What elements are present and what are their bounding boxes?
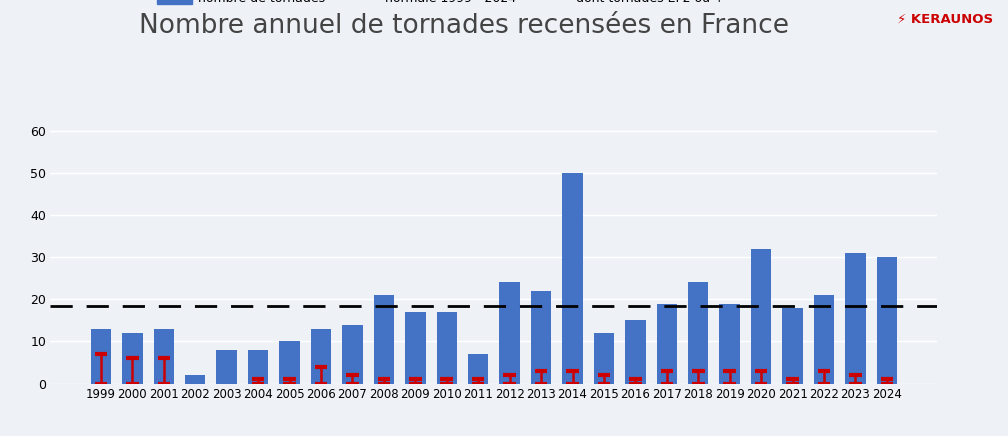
Bar <box>813 295 835 384</box>
Bar <box>877 257 897 384</box>
Bar <box>91 329 111 384</box>
Bar <box>720 303 740 384</box>
Bar <box>279 341 299 384</box>
Bar <box>217 350 237 384</box>
Bar <box>499 283 520 384</box>
Bar <box>625 320 645 384</box>
Bar <box>846 253 866 384</box>
Bar <box>374 295 394 384</box>
Text: ⚡ KERAUNOS: ⚡ KERAUNOS <box>897 13 993 26</box>
Bar <box>122 333 142 384</box>
Bar <box>468 354 489 384</box>
Bar <box>594 333 614 384</box>
Bar <box>248 350 268 384</box>
Legend: nombre de tornades, normale 1999 - 2024, dont tornades EF2 ou +: nombre de tornades, normale 1999 - 2024,… <box>156 0 725 5</box>
Bar <box>343 325 363 384</box>
Bar <box>562 173 583 384</box>
Bar <box>310 329 332 384</box>
Bar <box>751 249 771 384</box>
Bar <box>153 329 174 384</box>
Bar <box>185 375 206 384</box>
Bar <box>656 303 677 384</box>
Bar <box>782 308 802 384</box>
Bar <box>436 312 457 384</box>
Bar <box>405 312 425 384</box>
Bar <box>531 291 551 384</box>
Text: Nombre annuel de tornades recensées en France: Nombre annuel de tornades recensées en F… <box>139 13 788 39</box>
Bar <box>688 283 709 384</box>
